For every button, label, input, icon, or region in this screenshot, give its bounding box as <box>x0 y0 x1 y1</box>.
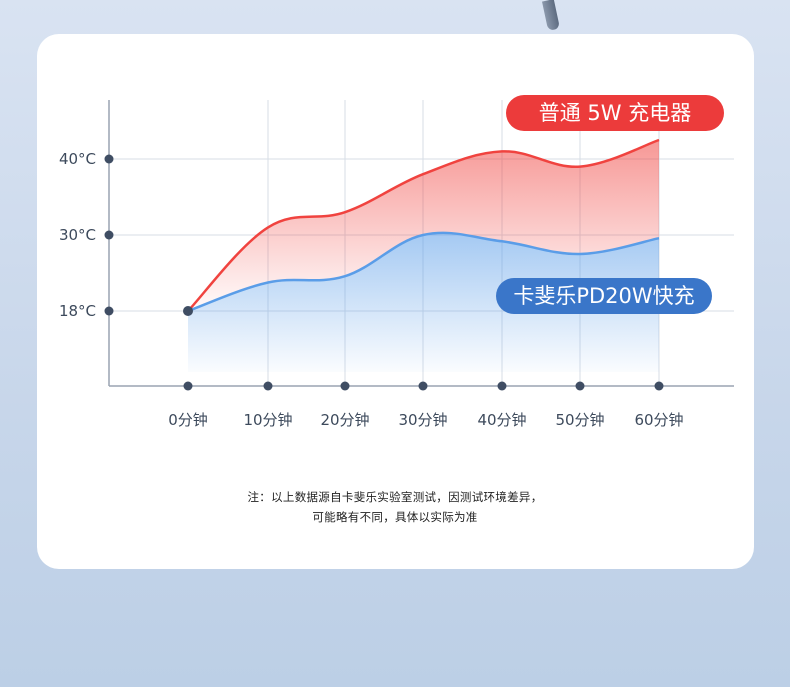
footnote-line-2: 可能略有不同，具体以实际为准 <box>312 510 478 524</box>
y-axis-dot <box>104 230 114 240</box>
x-axis-dot <box>654 381 664 391</box>
y-axis-dot <box>104 306 114 316</box>
x-tick-label: 10分钟 <box>243 411 292 429</box>
series-area-red <box>188 140 659 311</box>
x-axis-dot <box>575 381 585 391</box>
legend-badge-red <box>506 95 724 131</box>
y-tick-label: 40°C <box>59 150 96 168</box>
x-tick-label: 50分钟 <box>555 411 604 429</box>
footnote-line-1: 注：以上数据源自卡斐乐实验室测试，因测试环境差异， <box>247 490 543 504</box>
x-axis-dot <box>183 381 193 391</box>
x-tick-label: 30分钟 <box>398 411 447 429</box>
x-axis-dot <box>418 381 428 391</box>
series-lines <box>187 138 660 313</box>
x-axis-dot <box>263 381 273 391</box>
legend-label-red: 普通 5W 充电器 <box>539 101 691 125</box>
y-axis-dot <box>104 154 114 164</box>
x-tick-label: 40分钟 <box>477 411 526 429</box>
y-tick-label: 30°C <box>59 226 96 244</box>
series-areas <box>188 140 659 372</box>
series-line-blue <box>187 231 660 313</box>
legend-label-blue: 卡斐乐PD20W快充 <box>513 284 694 308</box>
y-tick-label: 18°C <box>59 302 96 320</box>
x-axis-dot <box>340 381 350 391</box>
x-tick-label: 0分钟 <box>168 411 208 429</box>
legend-badge-blue <box>496 278 712 314</box>
tick-labels: 18°C 30°C 40°C 0分钟 10分钟 20分钟 30分钟 40分钟 50分钟 60分钟 <box>59 150 684 429</box>
series-line-red <box>187 138 660 312</box>
origin-point <box>183 306 193 316</box>
axis-dots <box>104 154 664 391</box>
x-tick-label: 20分钟 <box>320 411 369 429</box>
series-area-blue <box>188 232 659 372</box>
x-tick-label: 60分钟 <box>634 411 683 429</box>
x-axis-dot <box>497 381 507 391</box>
